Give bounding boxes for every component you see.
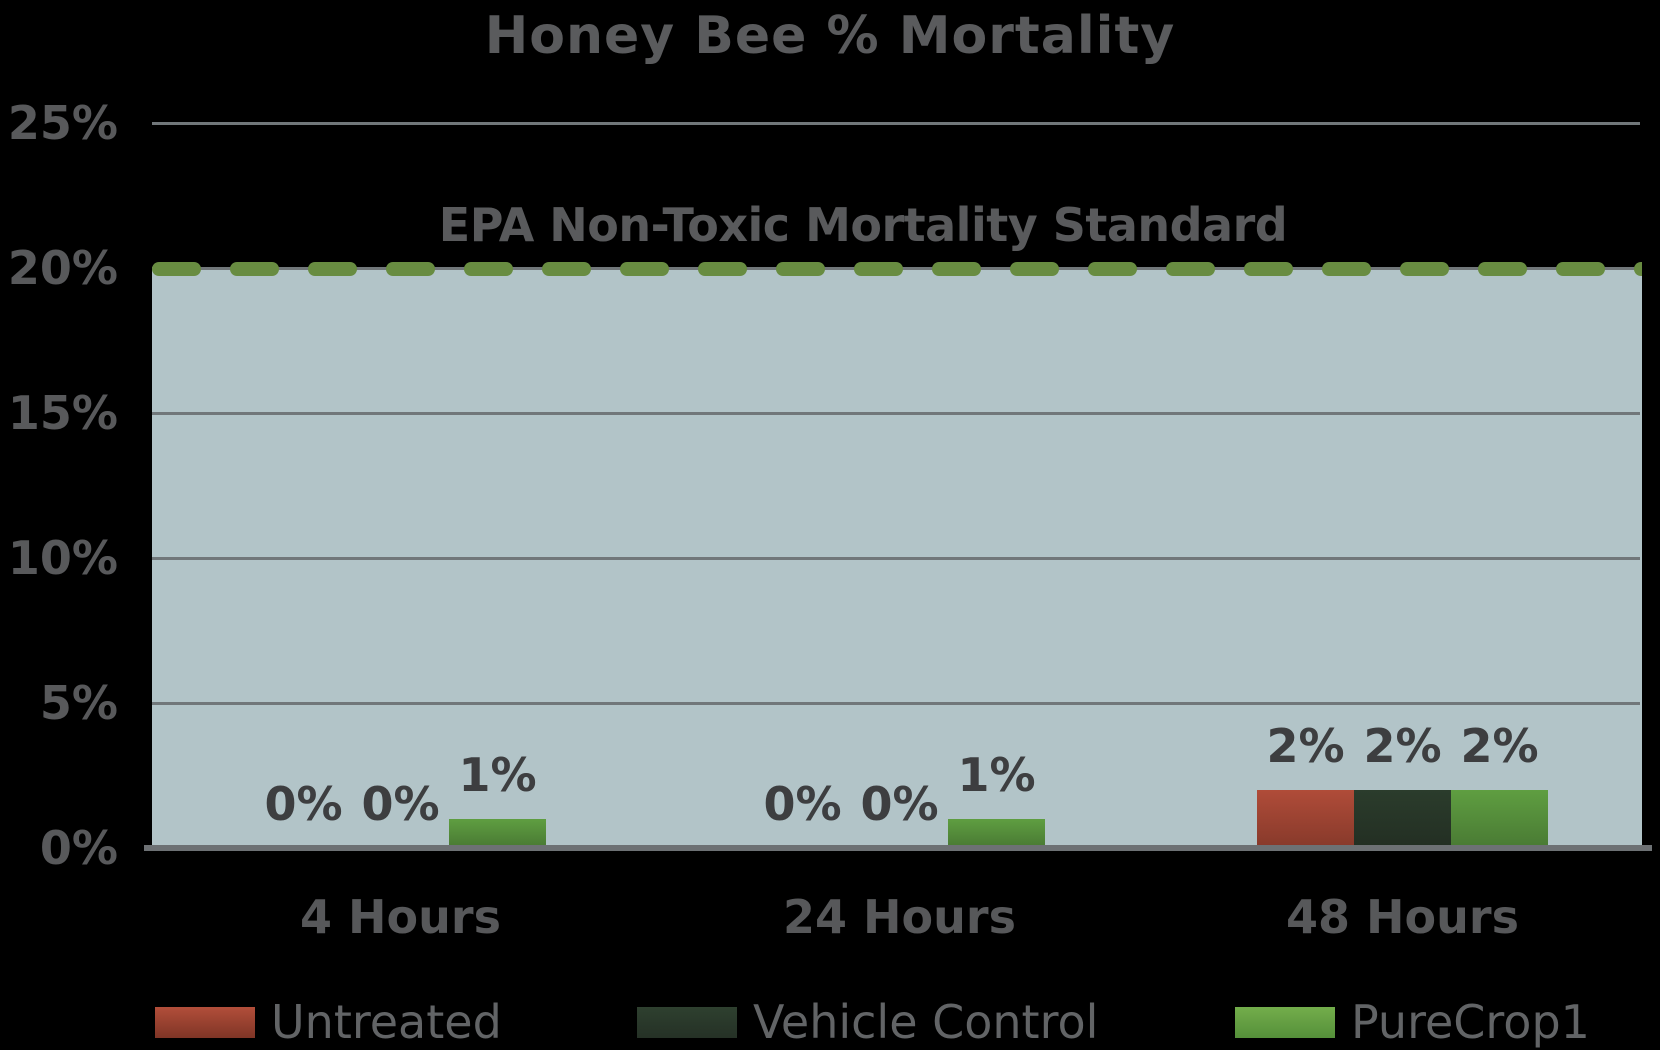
bar-vehicle-control-48-hours	[1354, 790, 1451, 846]
gridline-15	[152, 412, 1640, 415]
bar-value-label: 0%	[264, 777, 343, 831]
y-tick-label-10: 10%	[7, 531, 118, 585]
epa-dash	[230, 262, 279, 276]
epa-dash	[854, 262, 903, 276]
epa-dash	[932, 262, 981, 276]
epa-dash	[1322, 262, 1371, 276]
epa-dash	[308, 262, 357, 276]
y-tick-label-20: 20%	[7, 241, 118, 295]
bar-value-label: 2%	[1460, 719, 1539, 773]
x-tick-label-48-hours: 48 Hours	[1286, 890, 1519, 944]
bar-value-label: 1%	[458, 748, 537, 802]
epa-dash	[1556, 262, 1605, 276]
gridline-10	[152, 557, 1640, 560]
legend-swatch-vehicle-control	[637, 1006, 737, 1038]
bar-value-label: 2%	[1266, 719, 1345, 773]
gridline-25	[152, 122, 1640, 125]
epa-dash	[1166, 262, 1215, 276]
legend-swatch-untreated	[155, 1006, 255, 1038]
epa-dash	[776, 262, 825, 276]
bar-value-label: 0%	[763, 777, 842, 831]
bar-purecrop1-24-hours	[948, 819, 1045, 846]
epa-dash	[464, 262, 513, 276]
bar-purecrop1-4-hours	[449, 819, 546, 846]
chart-title: Honey Bee % Mortality	[484, 6, 1176, 66]
epa-dash	[1088, 262, 1137, 276]
legend-item-untreated: Untreated	[155, 995, 502, 1049]
y-tick-label-5: 5%	[39, 676, 118, 730]
epa-standard-label: EPA Non-Toxic Mortality Standard	[438, 198, 1288, 252]
legend-label-untreated: Untreated	[271, 995, 502, 1049]
y-tick-label-25: 25%	[7, 96, 118, 150]
bar-purecrop1-48-hours	[1451, 790, 1548, 846]
epa-dash	[1478, 262, 1527, 276]
legend-item-vehicle-control: Vehicle Control	[637, 995, 1099, 1049]
epa-dash	[152, 262, 201, 276]
epa-dash	[1244, 262, 1293, 276]
epa-dash	[620, 262, 669, 276]
bar-value-label: 0%	[361, 777, 440, 831]
bar-value-label: 0%	[860, 777, 939, 831]
epa-dash	[386, 262, 435, 276]
legend-label-vehicle-control: Vehicle Control	[753, 995, 1099, 1049]
epa-dash	[1400, 262, 1449, 276]
x-tick-label-4-hours: 4 Hours	[300, 890, 501, 944]
gridline-5	[152, 702, 1640, 705]
y-tick-label-0: 0%	[39, 821, 118, 875]
x-tick-label-24-hours: 24 Hours	[783, 890, 1016, 944]
x-axis-line	[144, 845, 1652, 851]
bar-untreated-48-hours	[1257, 790, 1354, 846]
epa-dash	[542, 262, 591, 276]
bar-value-label: 2%	[1363, 719, 1442, 773]
legend-item-purecrop1: PureCrop1	[1235, 995, 1590, 1049]
bar-value-label: 1%	[957, 748, 1036, 802]
epa-dash	[698, 262, 747, 276]
legend-label-purecrop1: PureCrop1	[1351, 995, 1590, 1049]
legend-swatch-purecrop1	[1235, 1006, 1335, 1038]
epa-reference-dashed-line	[152, 262, 1642, 276]
epa-dash	[1634, 262, 1642, 276]
y-tick-label-15: 15%	[7, 386, 118, 440]
epa-dash	[1010, 262, 1059, 276]
